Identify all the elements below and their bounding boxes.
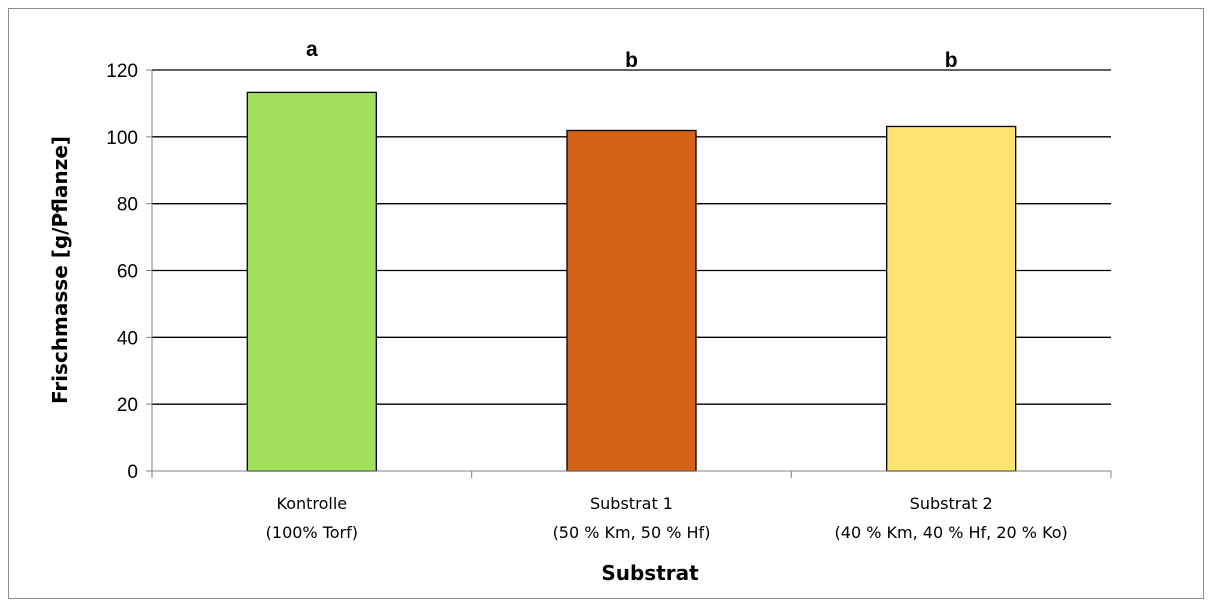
significance-letter: a xyxy=(306,38,318,61)
y-tick-label: 0 xyxy=(127,462,138,483)
category-label: Substrat 2 xyxy=(910,494,993,513)
category-sublabel: (100% Torf) xyxy=(266,523,358,542)
category-sublabel: (40 % Km, 40 % Hf, 20 % Ko) xyxy=(835,523,1068,542)
y-tick-label: 80 xyxy=(117,195,138,216)
bars xyxy=(246,91,1017,472)
y-tick-label: 60 xyxy=(117,262,138,283)
y-tick-label: 20 xyxy=(117,395,138,416)
bar xyxy=(886,125,1017,472)
x-axis-title: Substrat xyxy=(601,561,699,585)
bar xyxy=(566,129,697,472)
y-tick-labels: 0 20 40 60 80 100 120 xyxy=(106,61,138,483)
y-axis-title: Frischmasse [g/Pflanze] xyxy=(48,136,72,404)
category-label: Substrat 1 xyxy=(590,494,673,513)
significance-letter: b xyxy=(945,49,958,72)
y-tick-label: 40 xyxy=(117,328,138,349)
axes xyxy=(146,69,1112,478)
bar xyxy=(246,91,377,472)
x-category-labels: Kontrolle (100% Torf) Substrat 1 (50 % Km, … xyxy=(266,494,1068,542)
significance-letter: b xyxy=(625,49,638,72)
category-label: Kontrolle xyxy=(277,494,348,513)
y-tick-label: 100 xyxy=(106,128,138,149)
y-tick-label: 120 xyxy=(106,61,138,82)
category-sublabel: (50 % Km, 50 % Hf) xyxy=(553,523,711,542)
